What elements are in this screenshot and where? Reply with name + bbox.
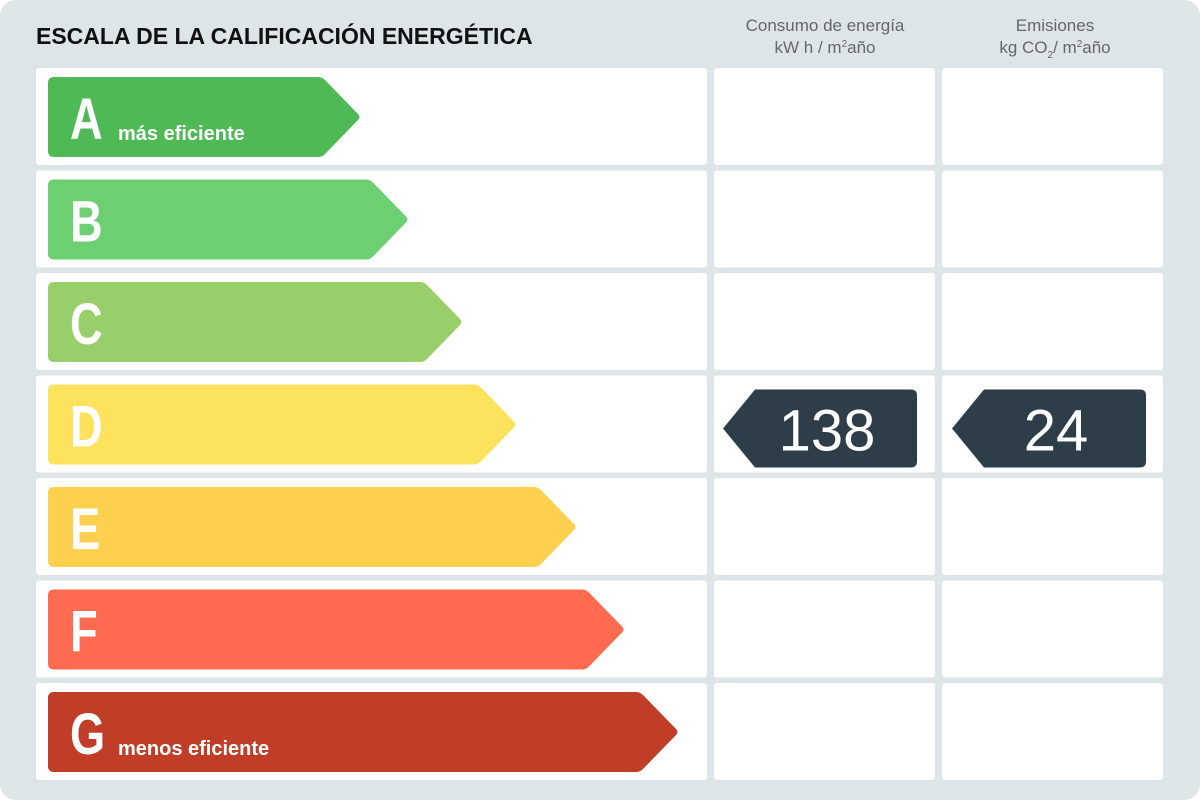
rating-note: menos eficiente — [118, 738, 269, 760]
rating-letter: E — [70, 498, 100, 563]
column-unit: kg CO2/ m2año — [999, 38, 1110, 61]
emissions-value: 24 — [1024, 399, 1089, 464]
rating-arrow — [48, 487, 576, 567]
emissions-cell — [942, 478, 1163, 575]
rating-letter: D — [70, 395, 103, 460]
rating-arrow — [48, 384, 516, 465]
unit-part: kg CO — [999, 38, 1047, 57]
consumption-cell — [714, 68, 935, 165]
consumption-cell — [714, 273, 935, 370]
rating-letter: B — [70, 190, 103, 255]
title: ESCALA DE LA CALIFICACIÓN ENERGÉTICA — [36, 22, 533, 49]
consumption-cell — [714, 580, 935, 678]
unit-part: / m — [1053, 38, 1077, 57]
rating-arrow — [48, 77, 360, 157]
unit-part: kW h / m — [775, 38, 842, 57]
unit-subscript: 2 — [1048, 50, 1054, 61]
emissions-indicator — [952, 389, 1146, 468]
rating-letter: F — [70, 600, 98, 665]
consumption-cell — [714, 170, 935, 268]
rating-letter: G — [70, 703, 105, 768]
emissions-cell — [942, 273, 1163, 370]
unit-part: año — [1082, 38, 1110, 57]
unit-superscript: 2 — [842, 39, 848, 50]
consumption-cell — [714, 478, 935, 575]
rating-note: más eficiente — [118, 123, 245, 145]
rating-letter: C — [70, 293, 103, 358]
rating-arrow — [48, 282, 462, 362]
consumption-cell — [714, 683, 935, 780]
column-unit: kW h / m2año — [775, 38, 876, 57]
unit-superscript: 2 — [1077, 39, 1083, 50]
column-header: Emisiones — [1016, 16, 1094, 35]
rating-letter: A — [70, 88, 103, 153]
rating-arrow — [48, 692, 678, 772]
emissions-cell — [942, 580, 1163, 678]
emissions-cell — [942, 68, 1163, 165]
rating-arrow — [48, 589, 624, 670]
unit-part: año — [847, 38, 875, 57]
column-header: Consumo de energía — [746, 16, 905, 35]
consumption-value: 138 — [779, 399, 876, 464]
consumption-indicator — [723, 389, 917, 468]
rating-arrow — [48, 179, 408, 260]
emissions-cell — [942, 683, 1163, 780]
emissions-cell — [942, 170, 1163, 268]
